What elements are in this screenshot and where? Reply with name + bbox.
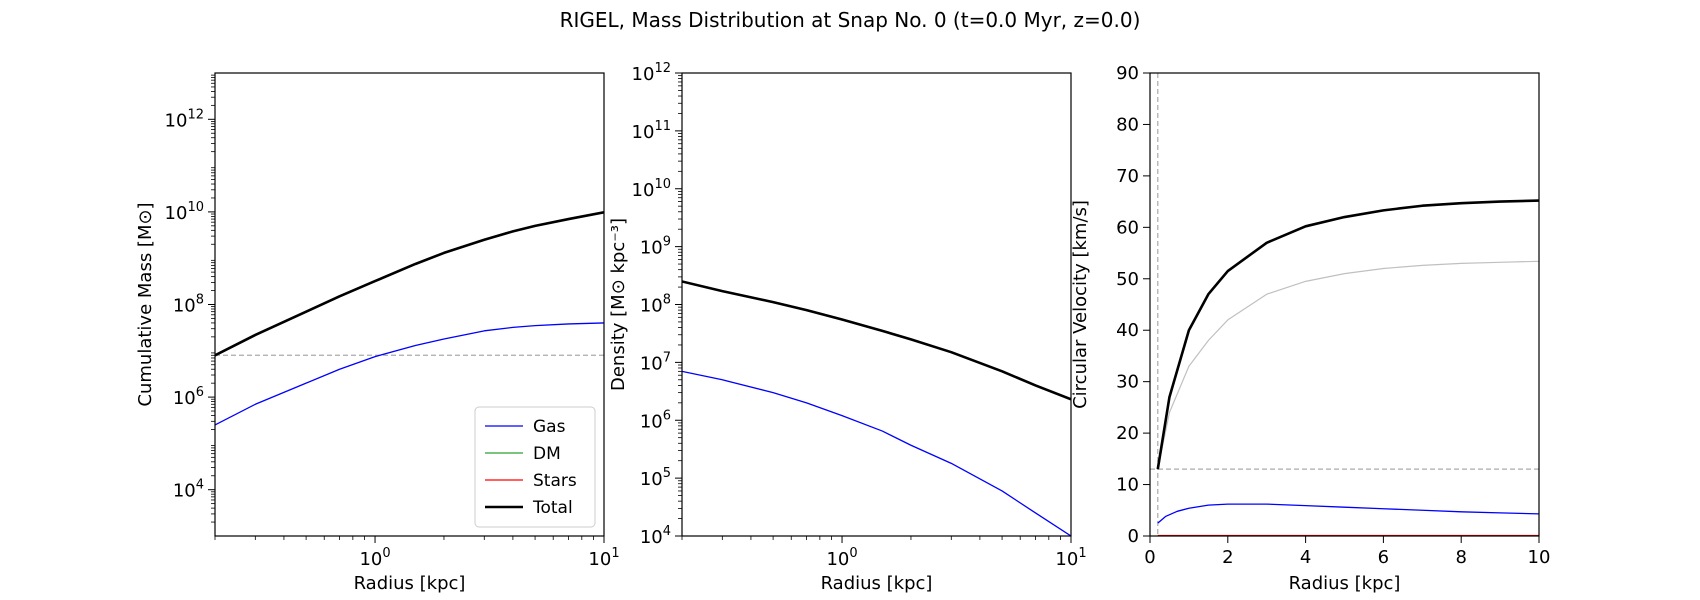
series-line-total bbox=[215, 211, 604, 357]
x-tick-label: 10 bbox=[1528, 547, 1551, 568]
series-line-baryon bbox=[1157, 260, 1539, 470]
series-line-gas bbox=[1157, 503, 1539, 524]
y-axis-label: Density [M⊙ kpc⁻³] bbox=[608, 218, 629, 391]
y-tick-label: 104 bbox=[173, 478, 204, 502]
y-tick-label: 106 bbox=[640, 408, 671, 432]
y-tick-label: 1012 bbox=[632, 61, 671, 85]
x-tick-label: 4 bbox=[1300, 547, 1311, 568]
y-tick-label: 109 bbox=[640, 235, 671, 259]
x-tick-label: 0 bbox=[1144, 547, 1155, 568]
x-axis-label: Radius [kpc] bbox=[354, 573, 466, 594]
y-tick-label: 0 bbox=[1128, 526, 1139, 547]
y-tick-label: 104 bbox=[640, 524, 671, 548]
legend-label-dm: DM bbox=[533, 444, 561, 464]
figure-title: RIGEL, Mass Distribution at Snap No. 0 (… bbox=[559, 8, 1141, 32]
y-tick-label: 1010 bbox=[165, 200, 204, 224]
x-tick-label: 101 bbox=[588, 546, 619, 570]
y-tick-label: 108 bbox=[173, 293, 204, 317]
y-tick-label: 106 bbox=[173, 385, 204, 409]
x-tick-label: 2 bbox=[1222, 547, 1233, 568]
y-tick-label: 60 bbox=[1116, 217, 1139, 238]
x-tick-label: 100 bbox=[826, 546, 857, 570]
y-tick-label: 1012 bbox=[165, 107, 204, 131]
y-tick-label: 105 bbox=[640, 466, 671, 490]
series-line-total bbox=[682, 280, 1071, 401]
x-tick-label: 8 bbox=[1455, 547, 1466, 568]
legend-label-gas: Gas bbox=[533, 417, 566, 437]
chart-panel-1: 100 101 104 106 108 1010 1012 Radius [kpc] Cumul… bbox=[135, 72, 620, 594]
series-line-gas bbox=[682, 370, 1071, 536]
x-tick-label: 101 bbox=[1055, 546, 1086, 570]
chart-panel-2: 100 101 104 105 106 107 108 109 1010 1011 1012 Radi… bbox=[608, 61, 1087, 594]
x-tick-label: 100 bbox=[359, 546, 390, 570]
y-tick-label: 80 bbox=[1116, 114, 1139, 135]
plot-frame bbox=[681, 72, 1072, 537]
chart-panel-3: 0 2 4 6 8 10 0 10 20 30 40 50 60 70 80 90 Radius [kpc] Ci… bbox=[1070, 63, 1550, 594]
x-axis-label: Radius [kpc] bbox=[821, 573, 933, 594]
y-tick-label: 10 bbox=[1116, 475, 1139, 496]
plot-frame bbox=[1149, 72, 1540, 537]
y-tick-label: 108 bbox=[640, 293, 671, 317]
y-tick-label: 30 bbox=[1116, 372, 1139, 393]
legend: Gas DM Stars Total bbox=[474, 406, 596, 528]
y-tick-label: 50 bbox=[1116, 269, 1139, 290]
y-tick-label: 90 bbox=[1116, 63, 1139, 84]
x-tick-label: 6 bbox=[1378, 547, 1389, 568]
series-line-total bbox=[1156, 199, 1539, 470]
y-axis-label: Circular Velocity [km/s] bbox=[1070, 200, 1091, 409]
y-axis-label: Cumulative Mass [M⊙] bbox=[135, 202, 156, 406]
y-tick-label: 1010 bbox=[632, 177, 671, 201]
series-line-gas bbox=[215, 322, 604, 426]
y-tick-label: 1011 bbox=[632, 119, 671, 143]
y-tick-label: 20 bbox=[1116, 423, 1139, 444]
legend-label-stars: Stars bbox=[533, 471, 577, 491]
y-tick-label: 107 bbox=[640, 350, 671, 374]
legend-box bbox=[474, 406, 596, 528]
x-axis-label: Radius [kpc] bbox=[1289, 573, 1401, 594]
series-line-dm bbox=[1157, 199, 1539, 470]
legend-label-total: Total bbox=[532, 498, 573, 518]
y-tick-label: 40 bbox=[1116, 320, 1139, 341]
y-tick-label: 70 bbox=[1116, 166, 1139, 187]
